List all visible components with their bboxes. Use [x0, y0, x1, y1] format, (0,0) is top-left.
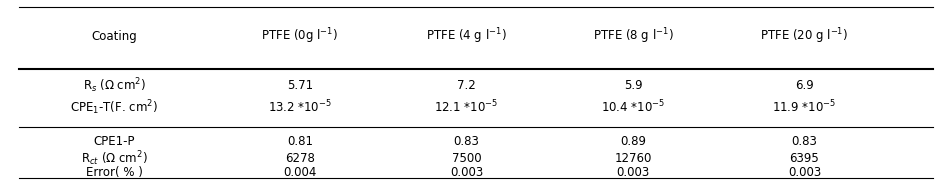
Text: 12.1 *10$^{-5}$: 12.1 *10$^{-5}$: [434, 99, 499, 116]
Text: Error( % ): Error( % ): [86, 166, 143, 179]
Text: PTFE (20 g l$^{-1}$): PTFE (20 g l$^{-1}$): [761, 27, 848, 46]
Text: 0.83: 0.83: [453, 135, 480, 149]
Text: 0.003: 0.003: [450, 166, 483, 179]
Text: 5.9: 5.9: [624, 79, 643, 92]
Text: R$_{s}$ (Ω cm$^{2}$): R$_{s}$ (Ω cm$^{2}$): [83, 76, 146, 95]
Text: 11.9 *10$^{-5}$: 11.9 *10$^{-5}$: [772, 99, 837, 116]
Text: Coating: Coating: [91, 30, 137, 43]
Text: 0.89: 0.89: [620, 135, 646, 149]
Text: 5.71: 5.71: [287, 79, 313, 92]
Text: R$_{ct}$ (Ω cm$^{2}$): R$_{ct}$ (Ω cm$^{2}$): [81, 149, 148, 168]
Text: 10.4 *10$^{-5}$: 10.4 *10$^{-5}$: [601, 99, 665, 116]
Text: 0.003: 0.003: [617, 166, 649, 179]
Text: 12760: 12760: [614, 152, 652, 165]
Text: 0.83: 0.83: [791, 135, 818, 149]
Text: 6395: 6395: [789, 152, 820, 165]
Text: CPE1-P: CPE1-P: [93, 135, 135, 149]
Text: 0.003: 0.003: [788, 166, 821, 179]
Text: 7.2: 7.2: [457, 79, 476, 92]
Text: PTFE (0g l$^{-1}$): PTFE (0g l$^{-1}$): [262, 27, 338, 46]
Text: PTFE (4 g l$^{-1}$): PTFE (4 g l$^{-1}$): [426, 27, 506, 46]
Text: 7500: 7500: [451, 152, 482, 165]
Text: PTFE (8 g l$^{-1}$): PTFE (8 g l$^{-1}$): [593, 27, 673, 46]
Text: 6.9: 6.9: [795, 79, 814, 92]
Text: 0.81: 0.81: [287, 135, 313, 149]
Text: 13.2 *10$^{-5}$: 13.2 *10$^{-5}$: [268, 99, 331, 116]
Text: 0.004: 0.004: [283, 166, 317, 179]
Text: CPE$_{1}$-T(F. cm$^{2}$): CPE$_{1}$-T(F. cm$^{2}$): [70, 98, 158, 117]
Text: 6278: 6278: [285, 152, 315, 165]
